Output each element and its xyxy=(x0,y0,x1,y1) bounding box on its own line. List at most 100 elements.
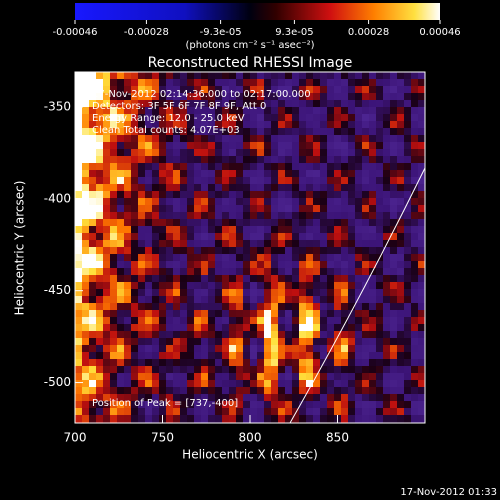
image-pixel xyxy=(292,142,300,150)
image-pixel xyxy=(103,170,111,178)
image-pixel xyxy=(215,387,223,395)
image-pixel xyxy=(292,177,300,185)
image-pixel xyxy=(250,380,258,388)
image-pixel xyxy=(215,275,223,283)
image-pixel xyxy=(411,352,419,360)
image-pixel xyxy=(264,296,272,304)
image-pixel xyxy=(418,331,425,339)
image-pixel xyxy=(320,394,328,402)
image-pixel xyxy=(173,219,181,227)
image-pixel xyxy=(194,387,202,395)
image-pixel xyxy=(418,156,425,164)
image-pixel xyxy=(145,135,153,143)
image-pixel xyxy=(278,212,286,220)
image-pixel xyxy=(278,142,286,150)
image-pixel xyxy=(145,114,153,122)
image-pixel xyxy=(166,324,174,332)
image-pixel xyxy=(278,380,286,388)
image-pixel xyxy=(82,380,90,388)
image-pixel xyxy=(348,394,356,402)
image-pixel xyxy=(397,114,405,122)
image-pixel xyxy=(103,366,111,374)
image-pixel xyxy=(404,142,412,150)
image-pixel xyxy=(390,352,398,360)
image-pixel xyxy=(236,247,244,255)
image-pixel xyxy=(187,205,195,213)
image-pixel xyxy=(215,240,223,248)
image-pixel xyxy=(124,247,132,255)
image-pixel xyxy=(152,86,160,94)
image-pixel xyxy=(208,345,216,353)
image-pixel xyxy=(131,282,139,290)
image-pixel xyxy=(152,93,160,101)
image-pixel xyxy=(166,289,174,297)
image-pixel xyxy=(152,261,160,269)
image-pixel xyxy=(271,331,279,339)
image-pixel xyxy=(320,366,328,374)
image-pixel xyxy=(369,310,377,318)
image-pixel xyxy=(82,408,90,416)
image-pixel xyxy=(180,219,188,227)
image-pixel xyxy=(334,135,342,143)
image-pixel xyxy=(327,121,335,129)
image-pixel xyxy=(299,177,307,185)
image-pixel xyxy=(411,142,419,150)
image-pixel xyxy=(117,240,125,248)
image-pixel xyxy=(411,296,419,304)
image-pixel xyxy=(299,394,307,402)
image-pixel xyxy=(194,296,202,304)
image-pixel xyxy=(173,100,181,108)
image-pixel xyxy=(341,107,349,115)
image-pixel xyxy=(103,198,111,206)
image-pixel xyxy=(383,415,391,423)
image-pixel xyxy=(194,233,202,241)
image-pixel xyxy=(278,79,286,87)
image-pixel xyxy=(180,324,188,332)
image-pixel xyxy=(82,79,90,87)
image-pixel xyxy=(243,107,251,115)
image-pixel xyxy=(348,128,356,136)
image-pixel xyxy=(75,373,83,381)
image-pixel xyxy=(152,128,160,136)
image-pixel xyxy=(390,212,398,220)
image-pixel xyxy=(292,100,300,108)
image-pixel xyxy=(222,387,230,395)
image-pixel xyxy=(236,233,244,241)
image-pixel xyxy=(397,373,405,381)
image-pixel xyxy=(110,282,118,290)
image-pixel xyxy=(418,212,425,220)
image-pixel xyxy=(390,93,398,101)
image-pixel xyxy=(257,149,265,157)
image-pixel xyxy=(117,247,125,255)
image-pixel xyxy=(243,352,251,360)
image-pixel xyxy=(166,177,174,185)
image-pixel xyxy=(222,324,230,332)
image-pixel xyxy=(362,324,370,332)
image-pixel xyxy=(404,121,412,129)
image-pixel xyxy=(173,177,181,185)
image-pixel xyxy=(110,408,118,416)
image-pixel xyxy=(166,163,174,171)
image-pixel xyxy=(341,310,349,318)
image-pixel xyxy=(180,289,188,297)
image-pixel xyxy=(404,219,412,227)
image-pixel xyxy=(250,184,258,192)
image-pixel xyxy=(243,72,251,80)
image-pixel xyxy=(334,373,342,381)
image-pixel xyxy=(327,415,335,423)
image-pixel xyxy=(369,394,377,402)
image-pixel xyxy=(110,261,118,269)
image-pixel xyxy=(131,338,139,346)
image-pixel xyxy=(222,128,230,136)
image-pixel xyxy=(292,107,300,115)
image-pixel xyxy=(285,107,293,115)
image-pixel xyxy=(348,142,356,150)
image-pixel xyxy=(201,149,209,157)
image-pixel xyxy=(418,107,425,115)
image-pixel xyxy=(271,205,279,213)
image-pixel xyxy=(215,261,223,269)
image-pixel xyxy=(418,408,425,416)
image-pixel xyxy=(348,226,356,234)
image-pixel xyxy=(285,373,293,381)
image-pixel xyxy=(187,100,195,108)
